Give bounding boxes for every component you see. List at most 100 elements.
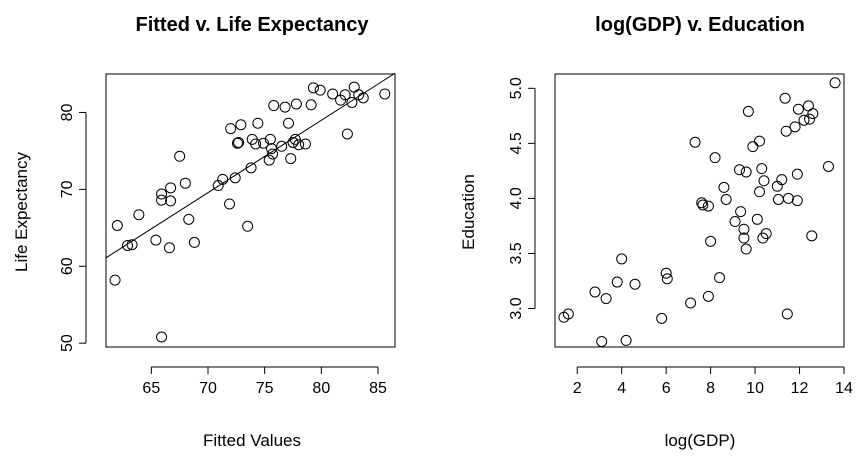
data-point <box>689 136 701 148</box>
data-point <box>231 137 243 149</box>
data-point <box>156 194 168 206</box>
data-point <box>287 136 299 148</box>
data-point <box>792 103 804 115</box>
plot-frame <box>105 73 396 348</box>
chart-log-gdp-vs-education: log(GDP) v. Education 2 4 6 8 10 12 14 3.0 3.5 4… <box>459 14 853 450</box>
data-point <box>758 175 770 187</box>
data-point <box>735 206 747 218</box>
data-point <box>697 199 709 211</box>
y-tick-label: 4.5 <box>508 132 525 154</box>
data-point <box>163 242 175 254</box>
x-axis-label: Fitted Values <box>203 431 301 450</box>
data-point <box>299 138 311 150</box>
data-point <box>829 77 841 89</box>
x-tick-label: 6 <box>662 380 671 397</box>
y-axis: 3.0 3.5 4.0 4.5 5.0 <box>508 77 536 320</box>
data-point <box>629 278 641 290</box>
y-tick-label: 5.0 <box>508 77 525 99</box>
data-point <box>348 81 360 93</box>
data-point <box>276 140 288 152</box>
data-point <box>802 100 814 112</box>
x-tick-label: 65 <box>142 380 160 397</box>
data-point <box>282 117 294 129</box>
data-point <box>754 186 766 198</box>
data-point <box>747 141 759 153</box>
y-axis-label: Education <box>459 174 478 250</box>
x-tick-label: 10 <box>746 380 764 397</box>
data-point <box>174 150 186 162</box>
data-point <box>289 133 301 145</box>
data-point <box>757 232 769 244</box>
data-point <box>714 272 726 284</box>
y-tick-label: 50 <box>59 334 76 352</box>
data-point <box>779 92 791 104</box>
data-point <box>265 143 277 155</box>
x-axis-label: log(GDP) <box>665 431 736 450</box>
data-point <box>307 82 319 94</box>
data-point <box>756 163 768 175</box>
data-point <box>742 105 754 117</box>
data-point <box>264 133 276 145</box>
data-point <box>760 228 772 240</box>
chart-fitted-vs-life-expectancy: Fitted v. Life Expectancy 65 70 75 80 85 50 6… <box>12 14 396 450</box>
data-point <box>263 154 275 166</box>
data-point <box>341 128 353 140</box>
data-point <box>126 239 138 251</box>
data-point <box>305 99 317 111</box>
data-point <box>327 88 339 100</box>
data-point <box>729 216 741 228</box>
x-tick-label: 2 <box>573 380 582 397</box>
data-point <box>235 119 247 131</box>
chart-title: Fitted v. Life Expectancy <box>135 14 369 36</box>
data-point <box>620 334 632 346</box>
data-point <box>379 88 391 100</box>
data-point <box>696 197 708 209</box>
data-point <box>791 168 803 180</box>
y-tick-label: 3.0 <box>508 297 525 319</box>
x-tick-label: 70 <box>199 380 217 397</box>
points-group <box>558 77 841 347</box>
data-point <box>252 117 264 129</box>
data-point <box>357 92 369 104</box>
data-point <box>798 114 810 126</box>
data-point <box>109 274 121 286</box>
data-point <box>233 136 245 148</box>
data-point <box>111 219 123 231</box>
data-point <box>224 198 236 210</box>
data-point <box>245 162 257 174</box>
x-tick-label: 14 <box>835 380 853 397</box>
data-point <box>734 164 746 176</box>
x-tick-label: 80 <box>312 380 330 397</box>
y-tick-label: 4.0 <box>508 187 525 209</box>
data-point <box>661 273 673 285</box>
data-point <box>740 243 752 255</box>
data-point <box>600 293 612 305</box>
data-point <box>806 230 818 242</box>
data-point <box>242 220 254 232</box>
y-tick-label: 3.5 <box>508 242 525 264</box>
x-axis: 2 4 6 8 10 12 14 <box>573 366 853 397</box>
data-point <box>279 101 291 113</box>
data-point <box>258 137 270 149</box>
data-point <box>751 213 763 225</box>
data-point <box>293 139 305 151</box>
data-point <box>685 297 697 309</box>
data-point <box>179 177 191 189</box>
x-tick-label: 12 <box>791 380 809 397</box>
data-point <box>702 200 714 212</box>
points-group <box>109 81 391 343</box>
data-point <box>217 173 229 185</box>
x-axis: 65 70 75 80 85 <box>142 366 387 397</box>
data-point <box>122 239 134 251</box>
chart-title: log(GDP) v. Education <box>595 14 805 36</box>
data-point <box>754 135 766 147</box>
data-point <box>290 98 302 110</box>
data-point <box>789 121 801 133</box>
data-point <box>267 148 279 160</box>
data-point <box>822 160 834 172</box>
data-point <box>250 138 262 150</box>
x-tick-label: 75 <box>256 380 274 397</box>
data-point <box>718 181 730 193</box>
data-point <box>165 182 177 194</box>
